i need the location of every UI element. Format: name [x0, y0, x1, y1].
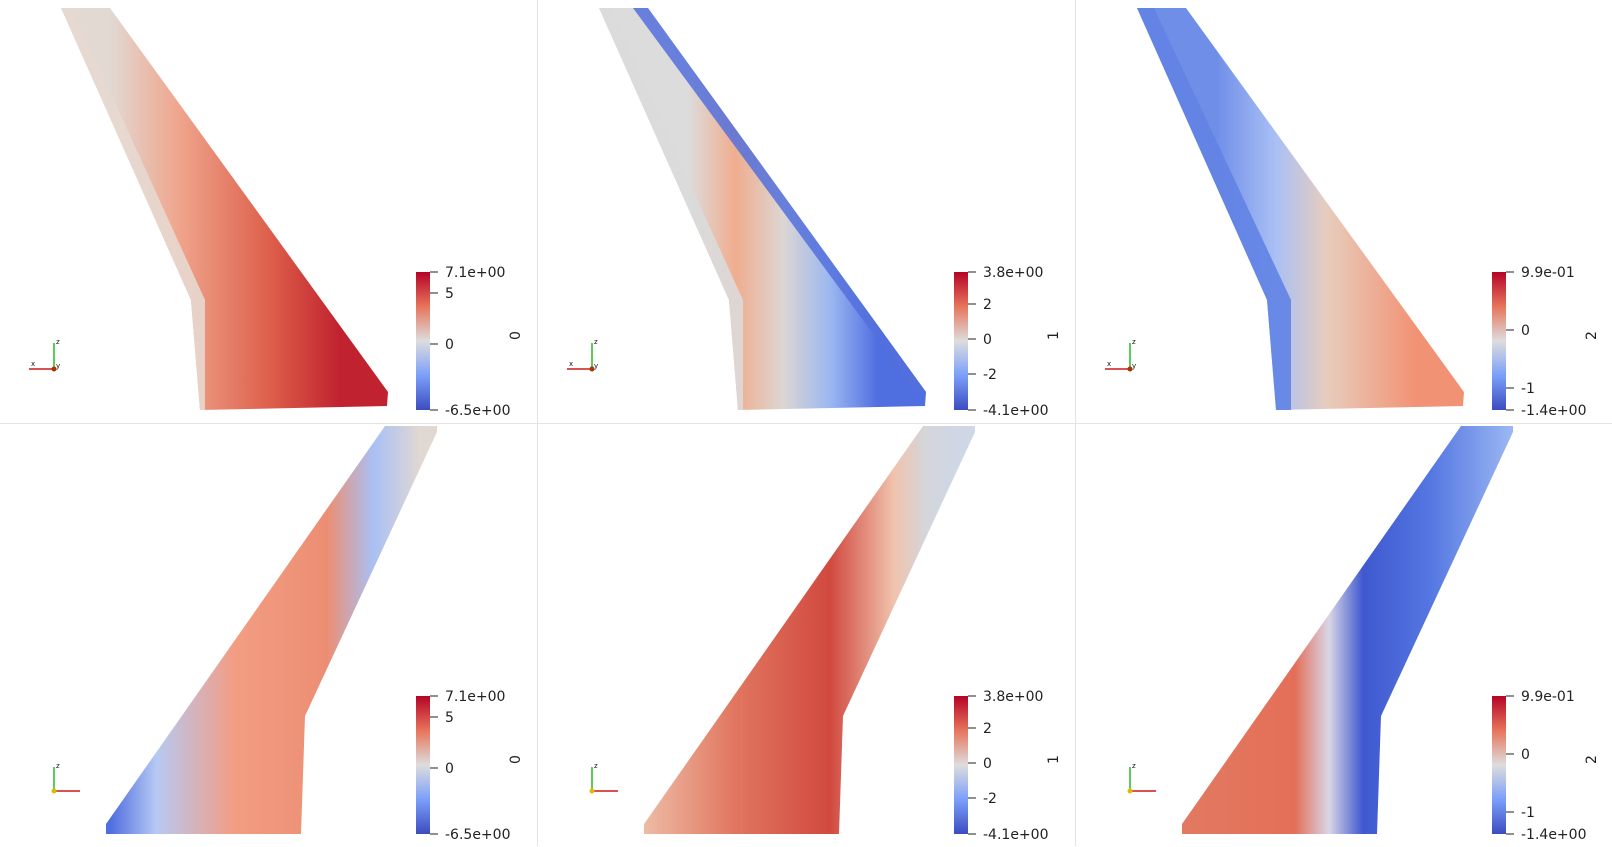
wing-trailing-band	[1137, 8, 1291, 410]
color-bar-tick-label: -2	[983, 791, 997, 807]
axis-x-label: x	[569, 360, 573, 368]
orientation-axes: z	[51, 762, 80, 794]
color-bar-max-label: 9.9e-01	[1521, 265, 1575, 281]
orientation-axes: z	[589, 762, 618, 794]
color-bar-title: 1	[1046, 755, 1062, 764]
color-bar-min-label: -6.5e+00	[445, 827, 510, 843]
wing-surface	[1182, 426, 1513, 834]
color-bar-title: 0	[508, 755, 524, 764]
axis-x-label: x	[31, 360, 35, 368]
color-bar[interactable]: 7.1e+00 5 0 -6.5e+00 0	[416, 265, 524, 419]
render-svg: z 3.8e+00 2 0 -2 -4.1e+00 1	[589, 426, 1062, 843]
color-bar-tick-label: 0	[983, 332, 992, 348]
axis-y-label: y	[594, 362, 598, 370]
color-bar[interactable]: 7.1e+00 5 0 -6.5e+00 0	[416, 689, 524, 843]
wing-surface	[106, 426, 437, 834]
color-bar-min-label: -1.4e+00	[1521, 827, 1586, 843]
color-bar-tick-label: 0	[445, 337, 454, 353]
color-bar-min-label: -6.5e+00	[445, 403, 510, 419]
orientation-axes: z	[1127, 762, 1156, 794]
color-bar-tick-label: -1	[1521, 381, 1535, 397]
color-bar-tick-label: -1	[1521, 805, 1535, 821]
color-bar-min-label: -4.1e+00	[983, 827, 1048, 843]
render-view-bottom-component-2[interactable]: z 9.9e-01 0 -1 -1.4e+00 2	[1076, 424, 1612, 847]
render-view-bottom-component-1[interactable]: z 3.8e+00 2 0 -2 -4.1e+00 1	[538, 424, 1075, 847]
color-bar-title: 2	[1584, 755, 1600, 764]
orientation-axes: z x y	[1105, 338, 1136, 372]
wing-leading-band	[633, 8, 926, 392]
render-view-top-component-0[interactable]: z x y 7.1e+00 5 0 -6.5e+00 0	[0, 0, 537, 423]
color-bar-max-label: 7.1e+00	[445, 689, 505, 705]
color-bar-tick-label: 0	[445, 761, 454, 777]
wing-surface	[61, 8, 388, 410]
color-bar-tick-label: 5	[445, 286, 454, 302]
color-bar-tick-label: 0	[1521, 323, 1530, 339]
horizontal-divider	[0, 423, 1612, 424]
wing-surface	[644, 426, 975, 834]
axis-z-label: z	[594, 338, 598, 346]
axis-y-label: y	[56, 362, 60, 370]
color-bar-title: 1	[1046, 331, 1062, 340]
color-bar-tick-label: 0	[1521, 747, 1530, 763]
render-view-top-component-1[interactable]: z x y 3.8e+00 2 0 -2 -4.1e+00 1	[538, 0, 1075, 423]
color-bar-min-label: -1.4e+00	[1521, 403, 1586, 419]
color-bar-max-label: 9.9e-01	[1521, 689, 1575, 705]
axis-z-label: z	[594, 762, 598, 770]
orientation-axes: z x y	[29, 338, 60, 372]
color-bar-max-label: 7.1e+00	[445, 265, 505, 281]
axis-x-label: x	[1107, 360, 1111, 368]
axis-z-label: z	[1132, 762, 1136, 770]
axis-y-label: y	[1132, 362, 1136, 370]
color-bar-tick-label: 2	[983, 721, 992, 737]
color-bar-tick-label: 0	[983, 756, 992, 772]
color-bar[interactable]: 3.8e+00 2 0 -2 -4.1e+00 1	[954, 265, 1062, 419]
axis-z-label: z	[1132, 338, 1136, 346]
render-view-top-component-2[interactable]: z x y 9.9e-01 0 -1 -1.4e+00 2	[1076, 0, 1612, 423]
wing-surface	[1137, 8, 1464, 410]
color-bar-max-label: 3.8e+00	[983, 265, 1043, 281]
axis-z-label: z	[56, 762, 60, 770]
render-view-bottom-component-0[interactable]: z 7.1e+00 5 0 -6.5e+00 0	[0, 424, 537, 847]
render-svg: z x y 7.1e+00 5 0 -6.5e+00 0	[29, 8, 524, 419]
color-bar-title: 2	[1584, 331, 1600, 340]
orientation-axes: z x y	[567, 338, 598, 372]
color-bar[interactable]: 9.9e-01 0 -1 -1.4e+00 2	[1492, 265, 1600, 419]
color-bar-tick-label: 5	[445, 710, 454, 726]
color-bar-min-label: -4.1e+00	[983, 403, 1048, 419]
color-bar-title: 0	[508, 331, 524, 340]
color-bar[interactable]: 9.9e-01 0 -1 -1.4e+00 2	[1492, 689, 1600, 843]
color-bar-tick-label: 2	[983, 297, 992, 313]
render-svg: z 7.1e+00 5 0 -6.5e+00 0	[51, 426, 524, 843]
render-svg: z 9.9e-01 0 -1 -1.4e+00 2	[1127, 426, 1600, 843]
axis-z-label: z	[56, 338, 60, 346]
color-bar[interactable]: 3.8e+00 2 0 -2 -4.1e+00 1	[954, 689, 1062, 843]
color-bar-max-label: 3.8e+00	[983, 689, 1043, 705]
render-svg: z x y 3.8e+00 2 0 -2 -4.1e+00 1	[567, 8, 1062, 419]
color-bar-tick-label: -2	[983, 367, 997, 383]
wing-surface	[599, 8, 926, 410]
render-svg: z x y 9.9e-01 0 -1 -1.4e+00 2	[1105, 8, 1600, 419]
